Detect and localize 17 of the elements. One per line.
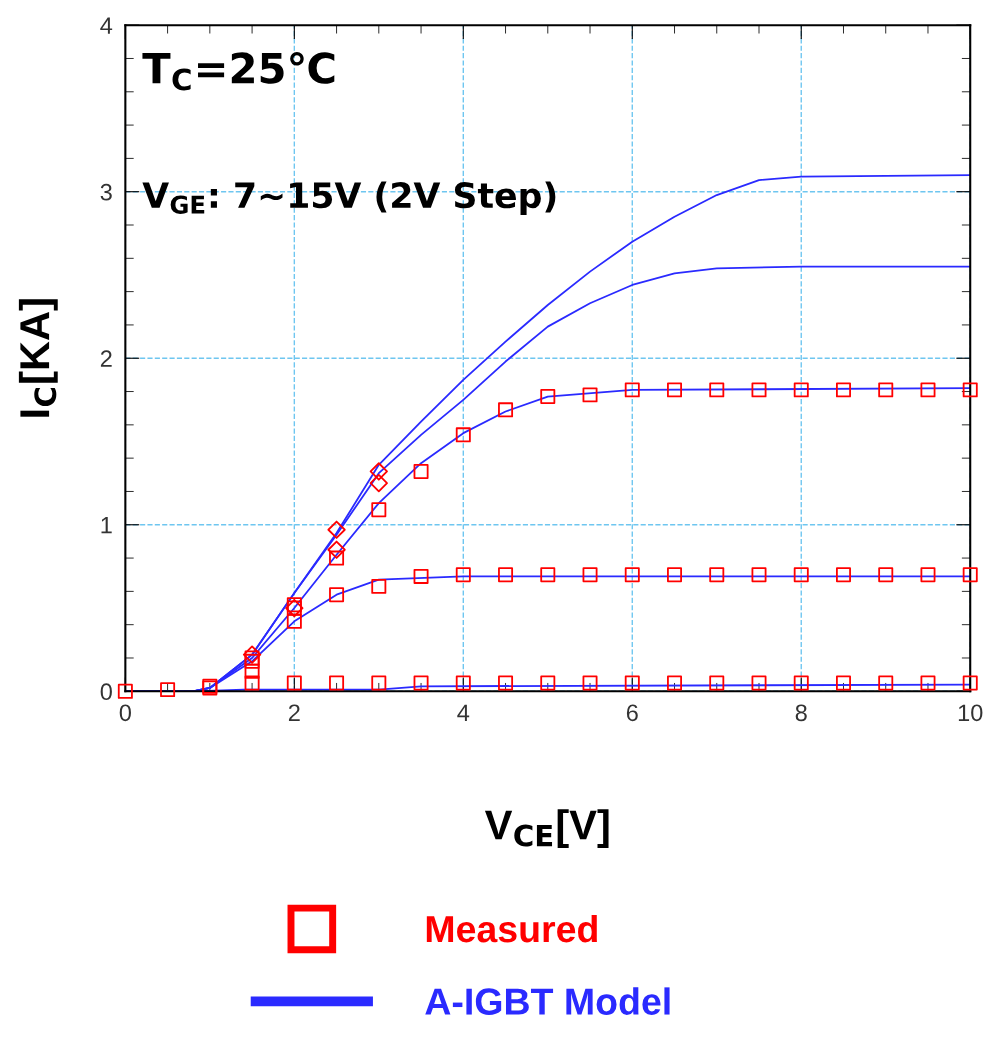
text: Measured xyxy=(426,914,597,943)
annotation: T$_{C}$=25℃ xyxy=(142,52,335,91)
annotation: V$_{GE}$: 7~15V (2V Step) xyxy=(142,181,556,216)
y-axis-title: I$_{C}$[KA] xyxy=(18,299,58,417)
x-tick-label: 10 xyxy=(958,704,983,722)
y-tick-label: 0 xyxy=(100,683,112,701)
y-tick-label: 2 xyxy=(100,350,112,367)
x-tick-label: 4 xyxy=(457,704,470,721)
x-tick-label: 6 xyxy=(626,704,638,722)
x-tick-label: 0 xyxy=(119,704,131,722)
y-tick-label: 1 xyxy=(101,517,112,534)
y-tick-label: 4 xyxy=(100,17,113,34)
x-tick-label: 8 xyxy=(795,704,807,722)
y-tick-label: 3 xyxy=(100,183,112,201)
x-axis-title: V$_{CE}$[V] xyxy=(484,809,609,848)
x-tick-label: 2 xyxy=(288,704,300,721)
legend-label: A-IGBT Model xyxy=(425,987,670,1015)
